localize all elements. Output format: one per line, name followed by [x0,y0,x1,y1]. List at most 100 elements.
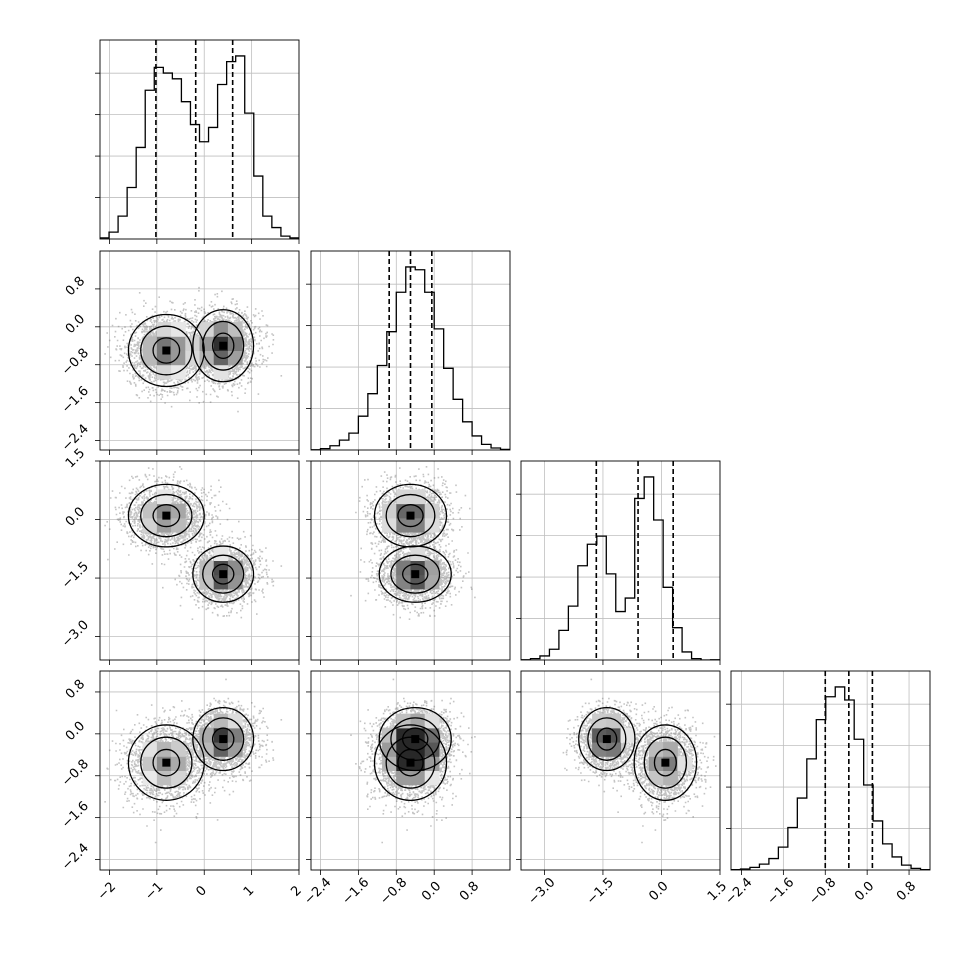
density-cell [227,322,243,337]
density-contour [140,493,193,538]
scatter-points [104,466,283,620]
density-contour [401,563,429,585]
density-cell [213,546,229,561]
panel-content [311,671,510,870]
density-cell [213,713,229,729]
y-tick-label: 0.8 [63,274,88,299]
density-cell [396,742,411,757]
density-cell [213,364,229,380]
y-tick-label: −0.8 [59,346,92,379]
density-cell [199,322,215,337]
y-tick-label: −2.4 [59,841,92,874]
density-contour [397,504,424,528]
density-contour [192,545,255,603]
density-cell [396,574,411,590]
density-cell [396,770,411,786]
density-peak [219,341,228,350]
density-cell [648,770,664,786]
density-contour [127,724,205,801]
x-tick-label: 0.0 [419,879,444,904]
density-cell [396,489,411,505]
density-contour [211,332,235,360]
x-tick-label: 0.0 [852,879,877,904]
x-tick-label: 1 [241,883,257,899]
panel-frame [310,670,511,871]
density-cell [142,517,158,533]
density-peak [411,735,420,744]
density-cell [424,560,440,576]
density-contour [202,554,245,594]
panel-frame [99,670,300,871]
density-peak [406,758,415,767]
x-tick-label: −1 [142,879,166,903]
density-cell [156,517,172,533]
density-cell [142,770,158,786]
density-cell [424,503,440,519]
density-cell [410,770,426,786]
panel-content [731,671,930,870]
density-cell [424,713,440,729]
density-cell [171,336,186,351]
density-cell [185,350,200,366]
density-cell [382,756,397,771]
panel-frame [99,250,300,451]
x-tick-label: −1.6 [339,875,372,908]
density-cell [396,560,411,576]
density-cell [424,574,440,590]
panel-content [521,671,720,870]
density-cell [171,517,186,533]
panel-frame [520,670,721,871]
panel-content [521,461,720,660]
density-cell [648,742,664,757]
panel-frame [310,250,511,451]
density-cell [592,713,607,729]
x-tick-label: −0.8 [377,875,410,908]
x-tick-label: −2 [95,879,119,903]
x-tick-label: −1.5 [584,875,617,908]
density-contour [202,717,245,761]
density-contour [578,707,636,772]
y-tick-label: −0.8 [59,757,92,790]
y-tick-label: 0.8 [63,677,88,702]
x-tick-label: −3.0 [525,875,558,908]
density-cell [171,350,186,366]
density-contour [390,717,441,761]
density-cell [663,770,678,786]
y-tick-label: −3.0 [59,618,92,651]
density-contour [192,309,255,383]
scatter-points [104,678,283,844]
density-peak [219,570,228,579]
density-cell [606,742,621,757]
panel-frame [99,460,300,661]
density-peak [162,758,171,767]
density-peak [661,758,670,767]
density-cell [227,713,243,729]
density-contour [127,313,205,388]
density-cell [648,756,664,771]
density-contour [653,748,677,777]
x-tick-label: −1.6 [764,875,797,908]
density-cell [171,756,186,771]
density-contour [202,320,245,371]
y-tick-label: −1.5 [59,559,92,592]
density-contour [390,554,441,594]
y-tick-label: −1.6 [59,384,92,417]
density-cell [410,489,426,505]
density-contour [211,563,235,585]
density-contour [140,736,193,789]
density-contour [127,483,205,548]
density-contour [192,707,255,772]
panel-content [100,40,299,239]
density-peak [162,511,171,520]
histogram-step-line [731,686,930,870]
panel-frame [310,460,511,661]
density-contour [152,504,181,528]
density-contour [211,727,235,751]
panel-content [100,461,299,660]
histogram-step-line [521,476,720,660]
density-contour [152,337,181,364]
y-tick-label: 0.0 [63,719,88,744]
density-contour [140,325,193,376]
